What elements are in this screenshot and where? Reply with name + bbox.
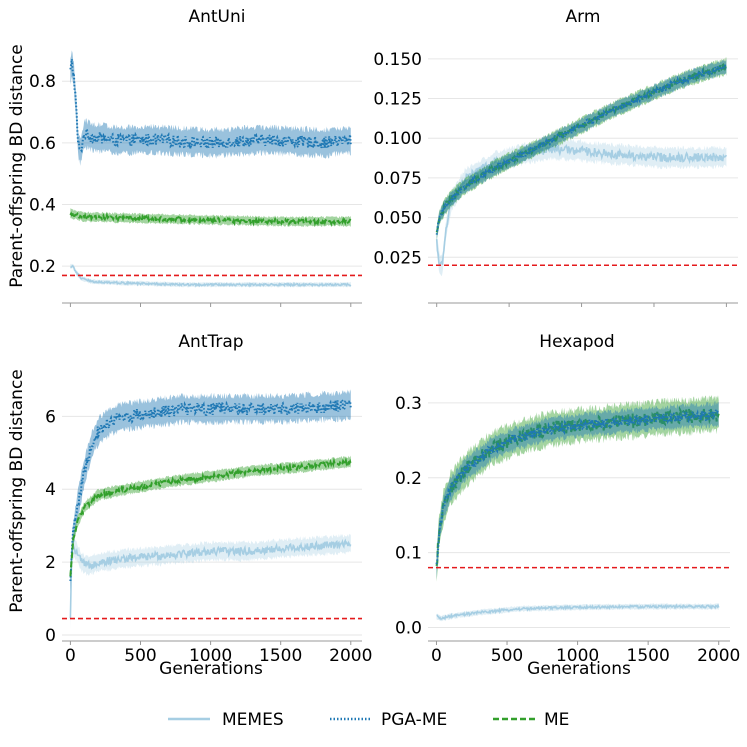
grid-anttrap (62, 415, 362, 636)
line-pga-me (435, 63, 727, 235)
x-tick-label: 2000 (697, 646, 740, 666)
y-tick-label: 0.1 (395, 544, 422, 564)
y-tick-label: 0.025 (373, 248, 422, 268)
band-memes (436, 603, 719, 622)
line-memes (436, 603, 720, 621)
axes-hexapod: 0.0 0.1 0.2 0.3 0 500 1000 1500 2000 (395, 394, 740, 666)
y-tick-label: 6 (45, 407, 56, 427)
y-tick-label: 0.4 (29, 196, 56, 216)
line-pga-me (435, 408, 720, 565)
band-pga-me (436, 59, 727, 240)
y-tick-label: 0.0 (395, 619, 422, 639)
legend-label-pga-me: PGA-ME (381, 710, 447, 730)
band-memes (70, 263, 351, 288)
panel-title-antuni: AntUni (188, 7, 245, 27)
x-tick-label: 500 (124, 646, 156, 666)
line-memes (69, 538, 352, 619)
legend: MEMES PGA-ME ME (168, 710, 569, 730)
y-tick-label: 0.100 (373, 129, 422, 149)
panel-title-hexapod: Hexapod (539, 332, 614, 352)
y-tick-label: 4 (45, 480, 56, 500)
x-tick-label: 2000 (329, 646, 372, 666)
line-me (69, 456, 352, 577)
line-me (69, 211, 352, 227)
axes-antuni: 0.2 0.4 0.6 0.8 (29, 72, 362, 307)
panel-antuni: AntUni 0.2 0.4 0.6 0.8 Parent-offspring BD … (7, 7, 362, 307)
band-pga-me (436, 400, 719, 580)
series-antuni (62, 50, 362, 288)
x-tick-label: 1000 (189, 646, 232, 666)
y-tick-label: 0.050 (373, 209, 422, 229)
series-hexapod (428, 395, 730, 622)
y-tick-label: 0.3 (395, 394, 422, 414)
y-tick-label: 0.6 (29, 134, 56, 154)
band-memes (436, 137, 727, 277)
y-tick-label: 0.2 (395, 469, 422, 489)
x-axis-label-anttrap: Generations (159, 659, 263, 679)
band-pga-me (70, 389, 351, 592)
y-tick-label: 0.2 (29, 257, 56, 277)
y-axis-label-antuni: Parent-offspring BD distance (7, 44, 27, 288)
panel-title-arm: Arm (566, 7, 601, 27)
y-tick-label: 0 (45, 626, 56, 646)
panel-hexapod: Hexapod 0.0 0.1 0.2 0.3 0 500 1000 1500 2000 Gen… (395, 332, 740, 679)
panel-anttrap: AntTrap 0 2 4 6 0 500 1000 1500 2000 Parent-offs… (7, 332, 372, 679)
line-memes (70, 264, 352, 288)
series-anttrap (62, 389, 362, 630)
line-memes (435, 143, 728, 266)
y-tick-label: 0.075 (373, 169, 422, 189)
x-tick-label: 1500 (627, 646, 670, 666)
y-tick-label: 0.150 (373, 50, 422, 70)
line-pga-me (69, 58, 352, 154)
x-tick-label: 500 (491, 646, 523, 666)
x-axis-label-hexapod: Generations (527, 659, 631, 679)
band-pga-me (70, 50, 351, 166)
y-tick-label: 0.125 (373, 90, 422, 110)
axes-anttrap: 0 2 4 6 0 500 1000 1500 2000 (45, 407, 372, 666)
grid-hexapod (428, 402, 730, 629)
panel-arm: Arm 0.025 0.050 0.075 0.100 0.125 0.150 (373, 7, 738, 307)
axes-arm: 0.025 0.050 0.075 0.100 0.125 0.150 (373, 50, 738, 307)
grid-antuni (62, 80, 362, 267)
y-axis-label-anttrap: Parent-offspring BD distance (7, 369, 27, 613)
x-tick-label: 1500 (259, 646, 302, 666)
legend-label-me: ME (544, 710, 569, 730)
line-pga-me (69, 398, 352, 582)
series-arm (428, 57, 738, 277)
y-tick-label: 2 (45, 553, 56, 573)
x-tick-label: 0 (65, 646, 76, 666)
y-tick-label: 0.8 (29, 72, 56, 92)
panel-title-anttrap: AntTrap (178, 332, 243, 352)
x-tick-label: 0 (431, 646, 442, 666)
legend-label-memes: MEMES (222, 710, 284, 730)
x-tick-label: 1000 (556, 646, 599, 666)
